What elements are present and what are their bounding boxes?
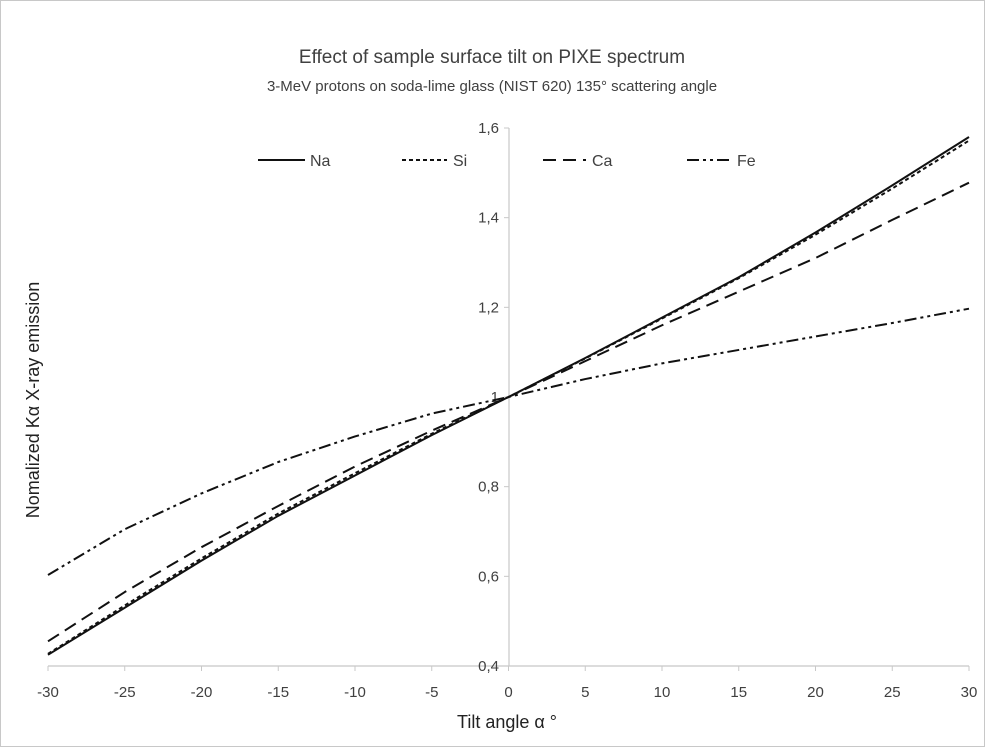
x-tick-label-10: -10 — [344, 684, 366, 701]
legend-label-fe: Fe — [737, 153, 756, 170]
y-tick-label-1: 1 — [491, 389, 499, 406]
y-axis-ticks: 0,4 0,6 0,8 1 1,2 1,4 1,6 — [478, 120, 509, 675]
x-tick-label-25: -25 — [114, 684, 136, 701]
x-tick-label-30: -30 — [37, 684, 59, 701]
x-axis-label: Tilt angle α ° — [457, 712, 557, 732]
x-tick-label-30: 30 — [961, 684, 978, 701]
x-tick-label-10: 10 — [654, 684, 671, 701]
chart-subtitle: 3-MeV protons on soda-lime glass (NIST 6… — [267, 78, 717, 95]
x-tick-label-0: 0 — [504, 684, 512, 701]
series-line-fe — [47, 307, 970, 576]
chart-title: Effect of sample surface tilt on PIXE sp… — [299, 47, 685, 68]
x-tick-label-25: 25 — [884, 684, 901, 701]
y-tick-label-0-8: 0,8 — [478, 479, 499, 496]
x-tick-label-5: -5 — [425, 684, 438, 701]
y-tick-label-1-6: 1,6 — [478, 120, 499, 137]
x-tick-label-15: 15 — [730, 684, 747, 701]
y-tick-label-1-2: 1,2 — [478, 299, 499, 316]
y-tick-label-0-6: 0,6 — [478, 568, 499, 585]
legend-label-na: Na — [310, 153, 331, 170]
y-tick-label-0-4: 0,4 — [478, 658, 499, 675]
legend-label-ca: Ca — [592, 153, 613, 170]
x-tick-label-5: 5 — [581, 684, 589, 701]
y-tick-label-1-4: 1,4 — [478, 210, 499, 227]
legend-label-si: Si — [453, 153, 467, 170]
x-tick-label-15: -15 — [267, 684, 289, 701]
x-tick-label-20: 20 — [807, 684, 824, 701]
x-axis-ticks: -30 -25 -20 -15 -10 -5 0 5 10 15 20 25 30 — [37, 666, 977, 701]
y-axis-label: Nomalized Kα X-ray emission — [23, 282, 43, 518]
legend: Na Si Ca Fe — [258, 153, 756, 170]
series-group — [47, 136, 970, 656]
x-tick-label-20: -20 — [191, 684, 213, 701]
